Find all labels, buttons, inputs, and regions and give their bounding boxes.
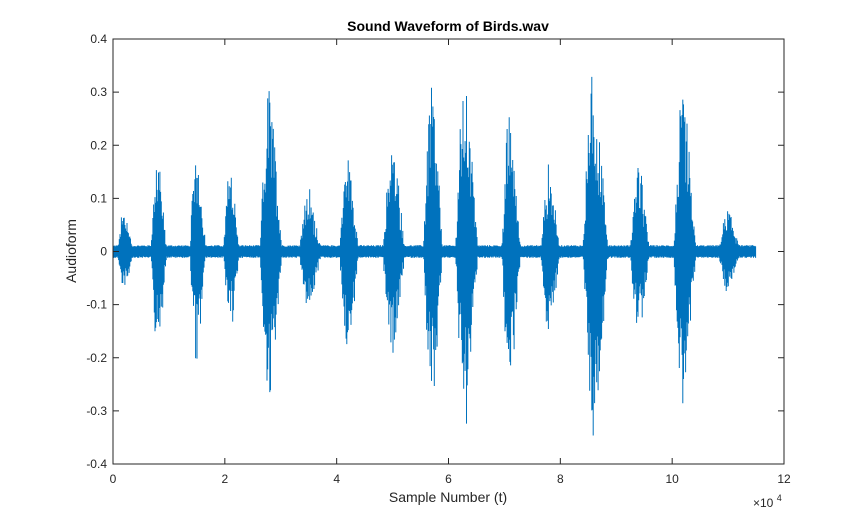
y-tick-label: -0.2	[86, 351, 107, 365]
x-axis-label: Sample Number (t)	[389, 489, 507, 505]
y-tick-label: -0.4	[86, 457, 107, 471]
x-tick-label: 12	[777, 472, 791, 486]
x-tick-label: 4	[333, 472, 340, 486]
x-tick-label: 10	[665, 472, 679, 486]
x-tick-label: 0	[110, 472, 117, 486]
chart-title: Sound Waveform of Birds.wav	[347, 18, 549, 34]
x-multiplier-base: ×10	[753, 496, 774, 510]
x-axis-ticks: 0 2 4 6 8 10 12	[110, 39, 791, 486]
y-tick-label: 0.3	[90, 85, 107, 99]
x-tick-label: 2	[221, 472, 228, 486]
y-tick-label: 0.2	[90, 138, 107, 152]
x-axis-multiplier: ×10 4	[753, 493, 782, 510]
y-tick-label: 0.1	[90, 191, 107, 205]
x-tick-label: 6	[445, 472, 452, 486]
y-tick-label: -0.3	[86, 404, 107, 418]
y-tick-label: 0.4	[90, 32, 107, 46]
y-axis-ticks: -0.4 -0.3 -0.2 -0.1 0 0.1 0.2 0.3 0.4	[86, 32, 784, 471]
y-tick-label: 0	[100, 245, 107, 259]
y-tick-label: -0.1	[86, 298, 107, 312]
x-multiplier-exponent: 4	[777, 493, 782, 503]
x-tick-label: 8	[557, 472, 564, 486]
y-axis-label: Audioform	[63, 219, 79, 283]
